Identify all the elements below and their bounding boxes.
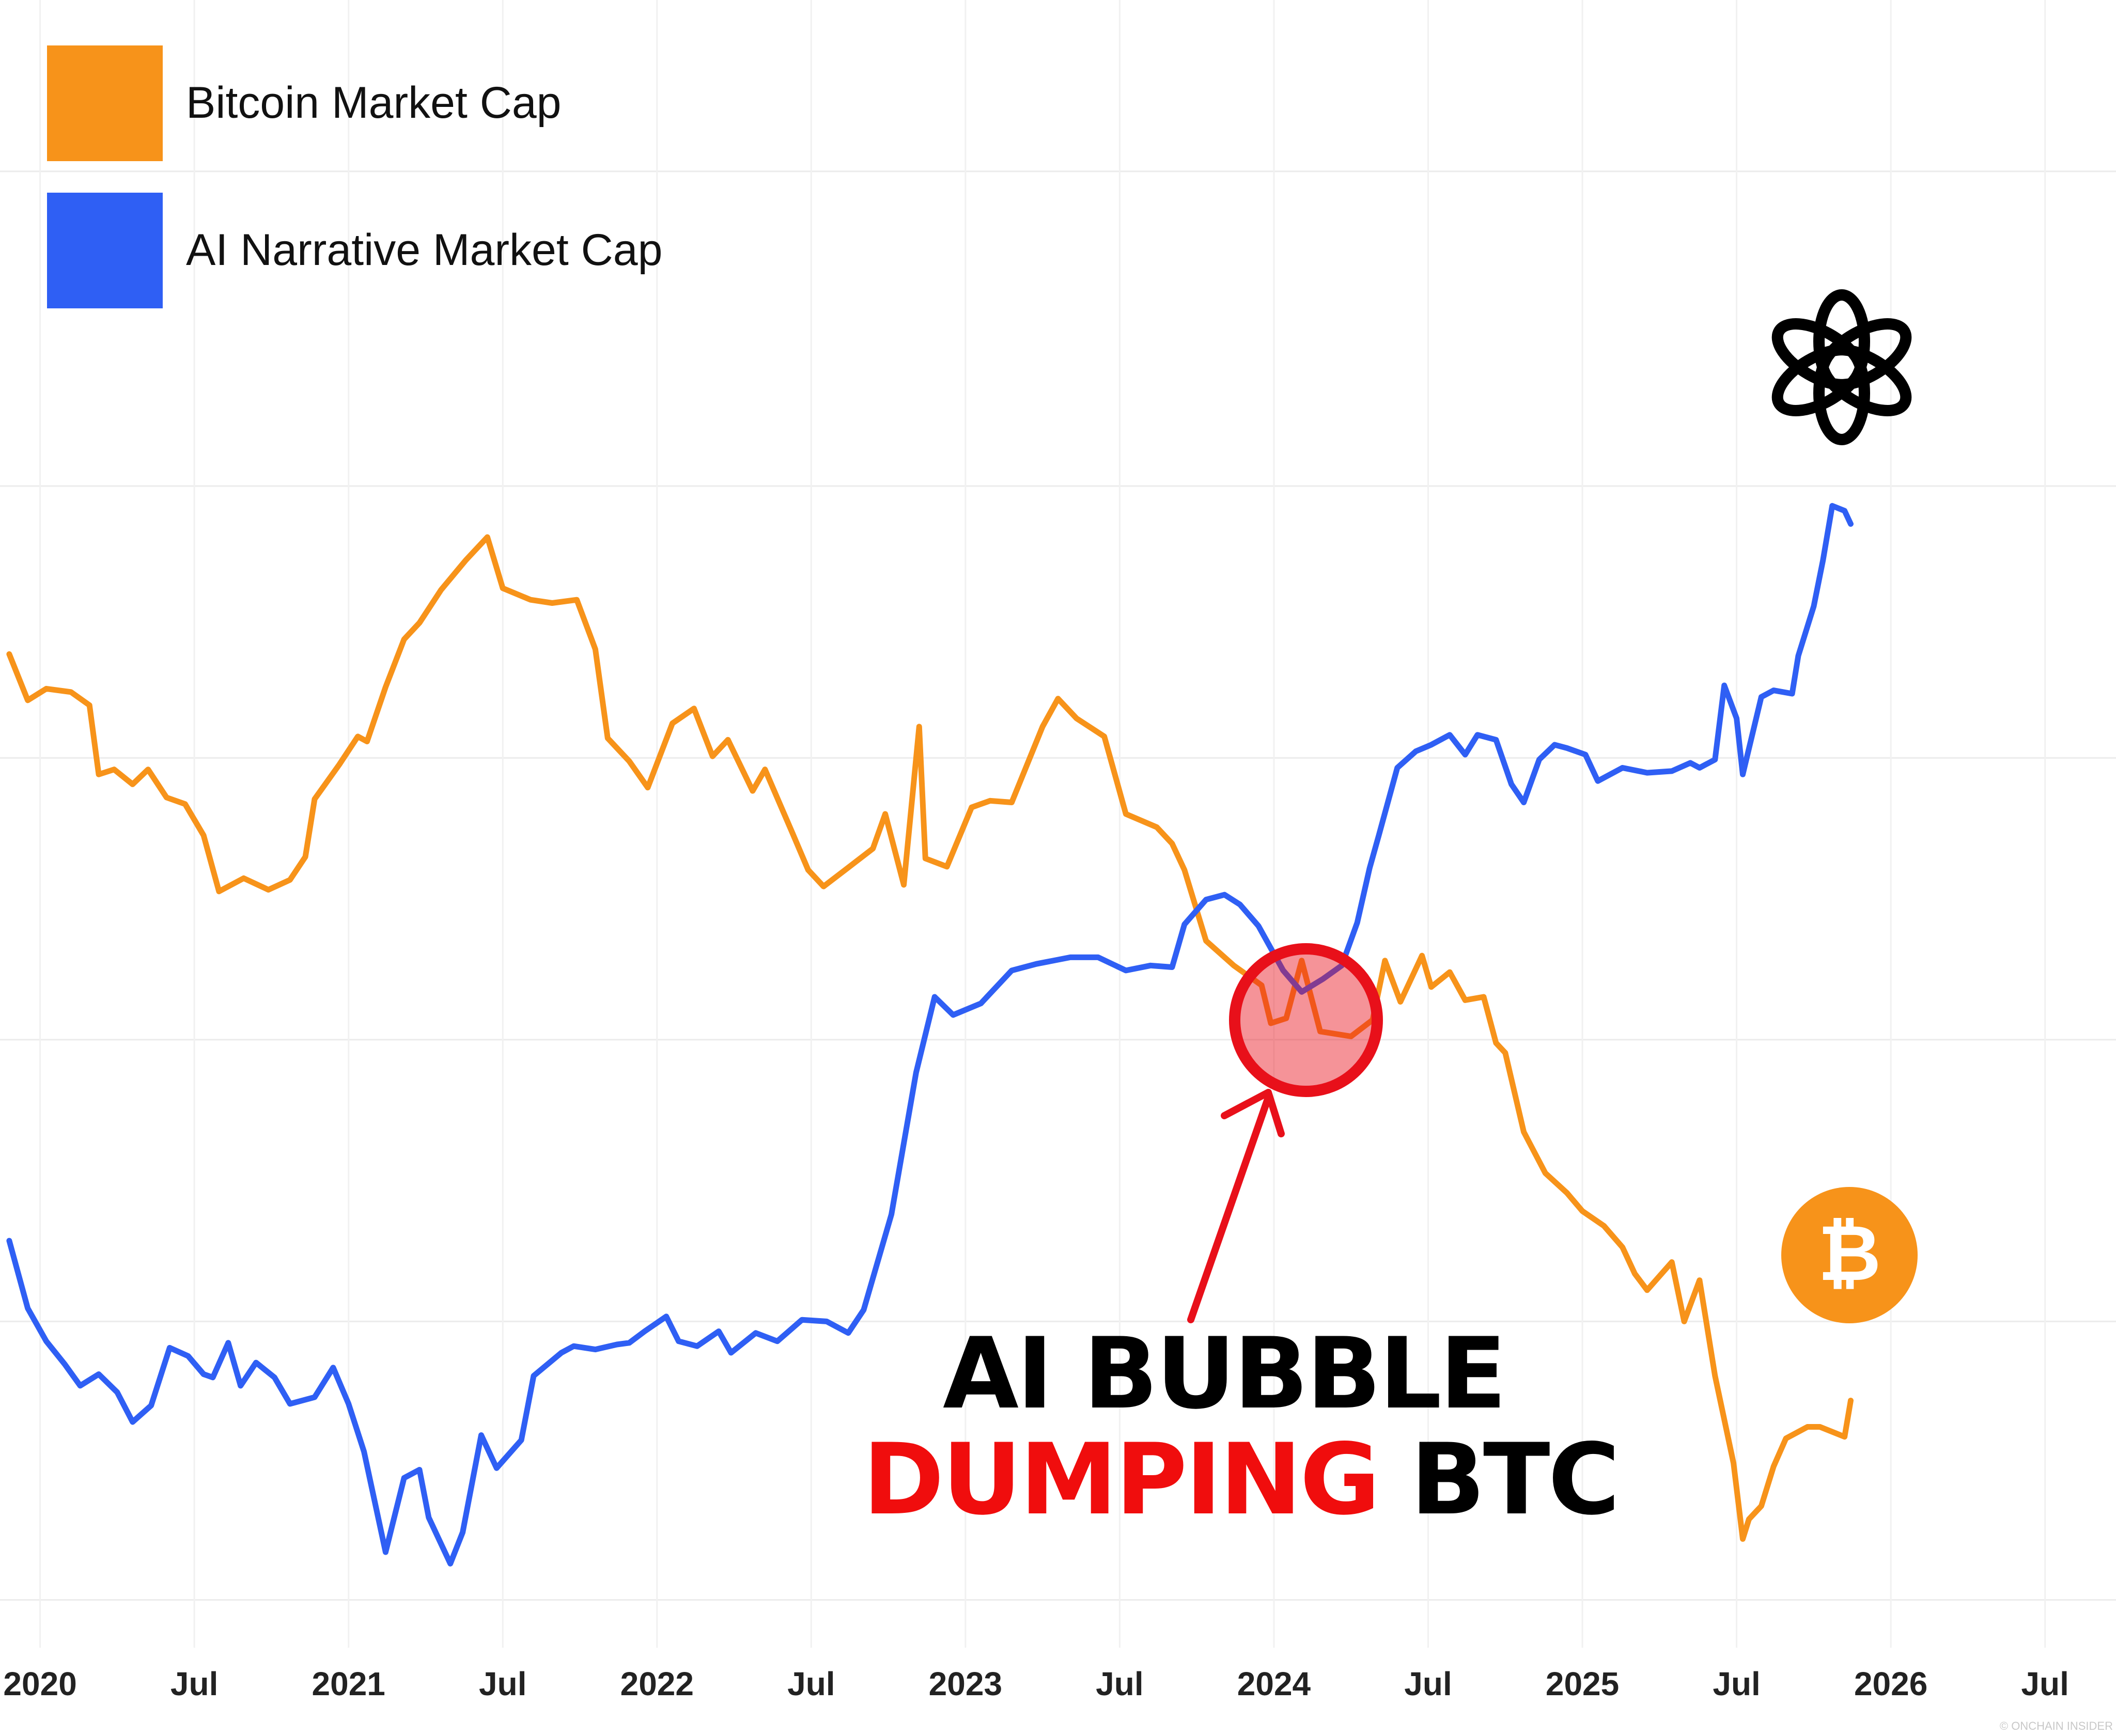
bitcoin-logo-icon: ₿ bbox=[1781, 1187, 1918, 1323]
x-tick-label: Jul bbox=[2021, 1665, 2068, 1702]
headline-btc: BTC bbox=[1410, 1422, 1620, 1537]
x-tick-label: 2022 bbox=[620, 1665, 694, 1702]
headline-line-2: DUMPING BTC bbox=[863, 1431, 1620, 1529]
watermark: © ONCHAIN INSIDER bbox=[1999, 1719, 2113, 1732]
svg-text:₿: ₿ bbox=[1818, 1209, 1881, 1299]
x-axis-ticks: 2020 Jul 2021 Jul 2022 Jul 2023 Jul 2024 Jul 2025 J… bbox=[3, 1665, 2068, 1702]
x-tick-label: Jul bbox=[170, 1665, 218, 1702]
x-tick-label: 2020 bbox=[3, 1665, 76, 1702]
x-tick-label: Jul bbox=[787, 1665, 835, 1702]
series-line-ai bbox=[6, 503, 1854, 1567]
legend-swatch-ai bbox=[47, 193, 163, 308]
x-tick-label: Jul bbox=[1404, 1665, 1452, 1702]
x-tick-label: 2023 bbox=[929, 1665, 1002, 1702]
headline-dumping: DUMPING bbox=[863, 1422, 1380, 1537]
x-tick-label: 2025 bbox=[1546, 1665, 1619, 1702]
x-tick-label: Jul bbox=[479, 1665, 526, 1702]
x-tick-label: 2026 bbox=[1854, 1665, 1927, 1702]
arrow-icon bbox=[1187, 1089, 1285, 1323]
headline-line-1: AI BUBBLE bbox=[943, 1325, 1506, 1423]
chart-series bbox=[6, 503, 1854, 1567]
x-tick-label: 2024 bbox=[1237, 1665, 1311, 1702]
highlight-circle bbox=[1229, 943, 1383, 1097]
x-tick-label: 2021 bbox=[312, 1665, 385, 1702]
openai-logo-icon bbox=[1771, 289, 1912, 445]
x-tick-label: Jul bbox=[1713, 1665, 1760, 1702]
headline-ai-bubble: AI BUBBLE bbox=[943, 1317, 1506, 1431]
annotation-circle bbox=[1187, 943, 1383, 1323]
legend-swatch-bitcoin bbox=[47, 45, 163, 161]
legend-label-ai: AI Narrative Market Cap bbox=[186, 225, 663, 275]
x-tick-label: Jul bbox=[1096, 1665, 1143, 1702]
series-line-bitcoin bbox=[6, 534, 1854, 1542]
legend-label-bitcoin: Bitcoin Market Cap bbox=[186, 78, 562, 128]
